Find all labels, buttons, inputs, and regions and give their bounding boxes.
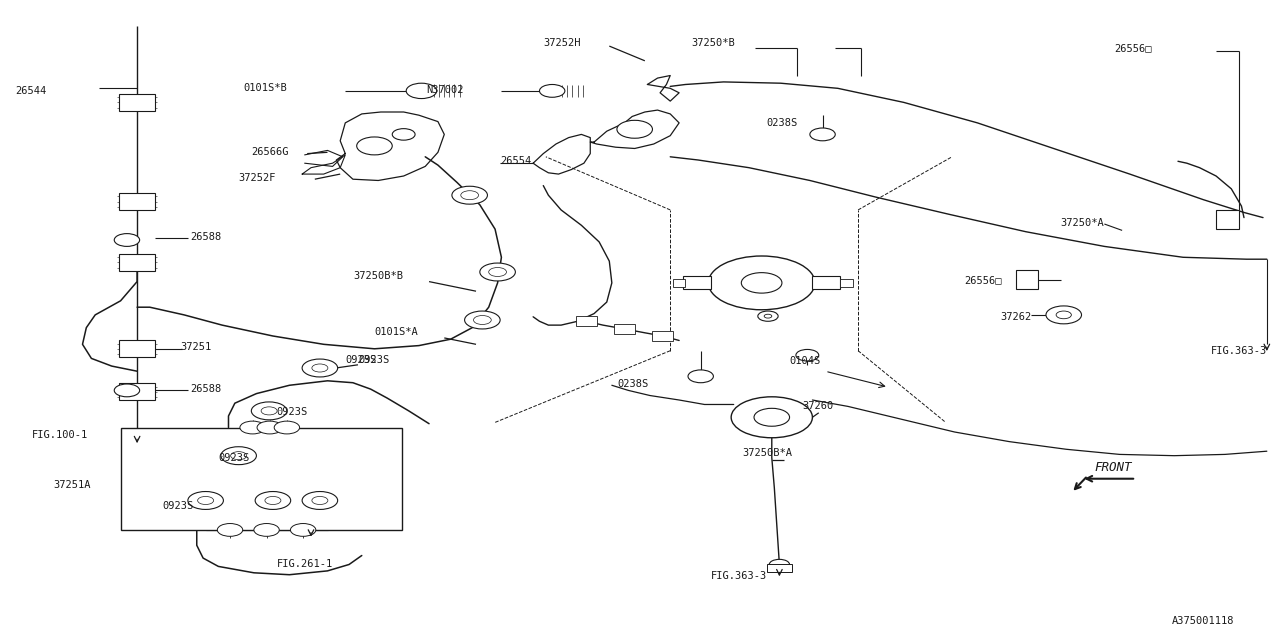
Text: 26554: 26554 xyxy=(500,156,531,166)
Text: 37250B*B: 37250B*B xyxy=(353,271,403,282)
Text: 37252F: 37252F xyxy=(238,173,276,183)
Circle shape xyxy=(1056,311,1071,319)
Bar xyxy=(119,94,155,111)
Text: A375001118: A375001118 xyxy=(1171,616,1234,626)
Circle shape xyxy=(274,421,300,434)
Circle shape xyxy=(251,402,287,420)
Circle shape xyxy=(188,492,224,509)
Circle shape xyxy=(291,524,316,536)
Circle shape xyxy=(221,447,256,465)
Text: 0923S: 0923S xyxy=(163,500,193,511)
Text: 26556□: 26556□ xyxy=(965,275,1002,285)
Text: 0101S*B: 0101S*B xyxy=(243,83,288,93)
Circle shape xyxy=(754,408,790,426)
Text: 37251: 37251 xyxy=(180,342,211,352)
Circle shape xyxy=(357,137,392,155)
Circle shape xyxy=(406,83,436,99)
Circle shape xyxy=(461,191,479,200)
Circle shape xyxy=(741,273,782,293)
Bar xyxy=(813,276,841,289)
Bar xyxy=(119,383,155,400)
Text: 0238S: 0238S xyxy=(617,379,648,389)
Text: 26556□: 26556□ xyxy=(1115,44,1152,54)
Text: 37262: 37262 xyxy=(1000,312,1032,323)
Circle shape xyxy=(230,452,247,460)
Bar xyxy=(684,276,710,289)
Circle shape xyxy=(114,234,140,246)
Circle shape xyxy=(769,559,790,570)
Circle shape xyxy=(489,268,507,276)
Bar xyxy=(653,331,673,341)
Text: 37260: 37260 xyxy=(803,401,833,412)
Circle shape xyxy=(261,407,276,415)
Text: 37250*A: 37250*A xyxy=(1060,218,1103,228)
Circle shape xyxy=(465,311,500,329)
Bar xyxy=(767,564,792,572)
Circle shape xyxy=(689,370,713,383)
Text: N37002: N37002 xyxy=(426,84,465,95)
Bar xyxy=(119,193,155,210)
Text: 0923S: 0923S xyxy=(219,452,250,463)
Circle shape xyxy=(796,349,819,361)
Text: 0923S: 0923S xyxy=(358,355,389,365)
Circle shape xyxy=(257,421,283,434)
Text: FIG.363-3: FIG.363-3 xyxy=(1211,346,1267,356)
Circle shape xyxy=(452,186,488,204)
Circle shape xyxy=(197,497,214,504)
Circle shape xyxy=(239,421,265,434)
Bar xyxy=(576,316,596,326)
Text: FIG.363-3: FIG.363-3 xyxy=(710,571,767,581)
Circle shape xyxy=(617,120,653,138)
Text: 37251A: 37251A xyxy=(54,480,91,490)
Circle shape xyxy=(539,84,564,97)
Text: 26588: 26588 xyxy=(191,384,221,394)
Circle shape xyxy=(758,311,778,321)
Text: FIG.261-1: FIG.261-1 xyxy=(276,559,333,570)
Circle shape xyxy=(764,314,772,318)
Circle shape xyxy=(312,364,328,372)
Circle shape xyxy=(253,524,279,536)
Circle shape xyxy=(302,492,338,509)
Bar xyxy=(120,428,402,530)
Circle shape xyxy=(480,263,516,281)
Text: FRONT: FRONT xyxy=(1094,461,1132,474)
Text: 0101S*A: 0101S*A xyxy=(375,326,419,337)
Text: FIG.100-1: FIG.100-1 xyxy=(32,430,88,440)
Circle shape xyxy=(312,497,328,504)
Text: 0923S: 0923S xyxy=(346,355,376,365)
Circle shape xyxy=(1046,306,1082,324)
Bar xyxy=(1015,270,1038,289)
Text: 0104S: 0104S xyxy=(790,356,820,366)
Circle shape xyxy=(708,256,815,310)
Circle shape xyxy=(810,128,836,141)
Bar xyxy=(119,340,155,357)
Text: 26566G: 26566G xyxy=(251,147,289,157)
Circle shape xyxy=(302,359,338,377)
Text: 26588: 26588 xyxy=(191,232,221,242)
Text: 37252H: 37252H xyxy=(543,38,581,48)
Circle shape xyxy=(114,384,140,397)
Bar xyxy=(1216,210,1239,229)
Bar xyxy=(614,324,635,334)
Circle shape xyxy=(218,524,243,536)
Bar xyxy=(119,254,155,271)
Circle shape xyxy=(255,492,291,509)
Circle shape xyxy=(265,497,280,504)
Text: 0923S: 0923S xyxy=(276,407,308,417)
Text: 37250*B: 37250*B xyxy=(691,38,736,48)
Bar xyxy=(673,279,686,287)
Text: 0238S: 0238S xyxy=(767,118,797,128)
Circle shape xyxy=(731,397,813,438)
Circle shape xyxy=(474,316,492,324)
Text: 26544: 26544 xyxy=(15,86,46,96)
Circle shape xyxy=(392,129,415,140)
Bar xyxy=(841,279,852,287)
Text: 37250B*A: 37250B*A xyxy=(742,448,792,458)
